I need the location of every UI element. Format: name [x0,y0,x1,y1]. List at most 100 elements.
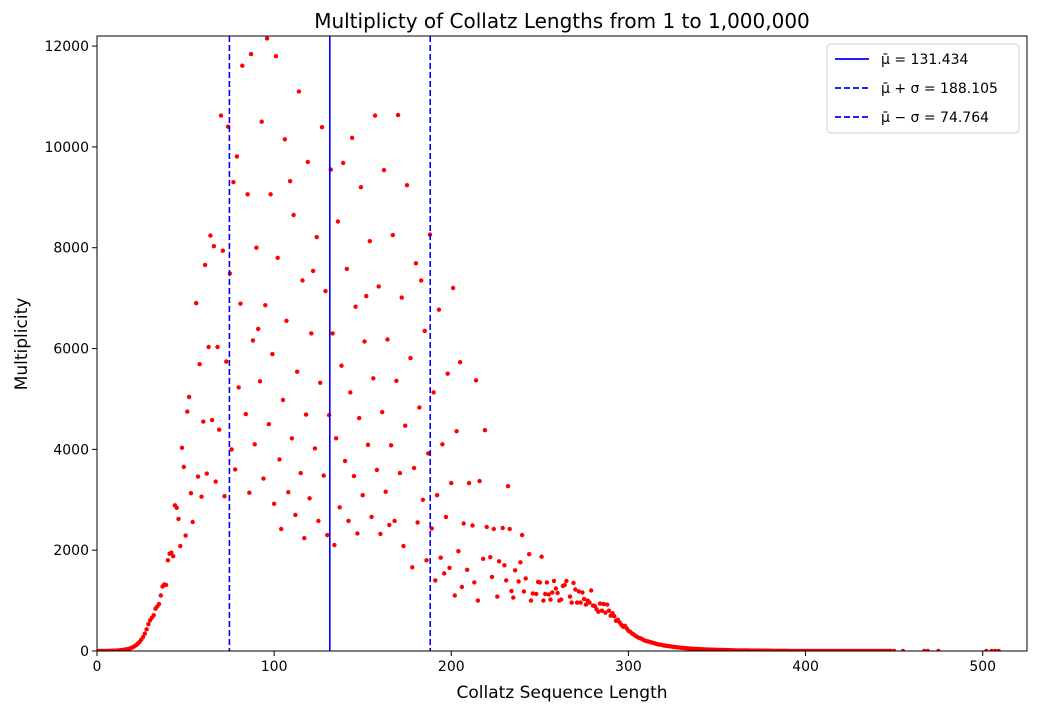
data-point [548,597,553,602]
y-tick-label: 0 [80,644,89,660]
data-point [158,593,163,598]
data-point [256,326,261,332]
data-point [420,497,426,502]
data-point [528,598,534,603]
data-point [488,555,493,560]
data-point [426,451,431,456]
data-point [589,588,594,593]
x-tick-label: 100 [261,659,288,675]
data-point [454,429,459,434]
y-tick-label: 8000 [53,241,89,257]
data-point [233,467,238,472]
data-point [247,490,252,495]
data-point [495,594,500,599]
data-point [390,232,395,238]
data-point [465,567,470,572]
data-point [215,344,220,350]
data-point [482,428,488,433]
data-point [204,471,209,476]
data-point [209,417,215,423]
data-point [231,180,236,185]
data-point [188,491,194,496]
x-tick-label: 300 [615,659,642,675]
data-point [424,558,429,563]
data-point [567,594,573,599]
data-point [252,442,257,447]
data-point [201,419,206,424]
data-point [295,369,300,374]
data-point [387,522,392,528]
data-point [500,525,505,531]
data-point [489,574,495,580]
data-point [314,234,319,240]
data-point [307,496,312,501]
data-point [596,609,601,614]
data-point [583,602,589,607]
data-point [381,167,387,173]
data-point [362,339,367,344]
data-point [287,179,293,184]
data-point [992,648,998,651]
data-point [339,363,344,368]
data-point [443,514,449,520]
data-point [436,307,442,312]
data-point [229,447,234,452]
data-point [410,565,415,570]
data-point [376,284,381,289]
data-point [543,591,548,597]
data-point [222,494,227,499]
data-point [151,613,156,618]
data-point [442,571,447,576]
data-point [195,474,201,479]
data-point [434,493,440,498]
data-point [571,580,576,586]
x-axis-label: Collatz Sequence Length [456,683,667,703]
data-point [257,379,263,384]
data-point [178,543,183,549]
data-point [475,598,481,603]
data-point [325,532,330,538]
data-point [365,442,371,447]
data-point [459,584,465,590]
data-point [174,505,179,510]
legend-label-mean-minus-sigma: μ̄ − σ = 74.764 [881,110,989,126]
data-point [337,505,342,510]
data-point [318,380,323,385]
data-point [544,580,550,585]
data-point [202,262,208,268]
data-point [360,493,365,498]
data-point [199,494,204,499]
data-point [555,590,560,596]
data-point [275,255,280,260]
data-point [461,521,466,526]
data-point [394,378,399,383]
data-point [605,602,610,607]
data-point [312,446,318,451]
data-point [273,54,279,59]
data-point [502,563,507,568]
data-point [397,470,403,476]
data-point [395,112,401,118]
data-point [236,385,241,390]
data-point [289,436,295,441]
data-point [431,390,436,395]
data-point [569,600,574,605]
data-point [562,582,567,588]
data-point [447,565,452,570]
x-tick-label: 0 [93,659,102,675]
data-point [351,473,357,479]
data-point [504,578,509,583]
data-point [433,578,438,583]
data-point [140,634,146,640]
data-point [546,592,551,597]
data-point [891,648,897,651]
data-point [342,458,348,464]
data-point [445,371,450,376]
data-point [197,362,202,367]
data-point [240,63,245,68]
data-point [388,443,394,448]
data-point [261,476,266,481]
data-point [385,337,390,342]
data-point [355,531,360,536]
